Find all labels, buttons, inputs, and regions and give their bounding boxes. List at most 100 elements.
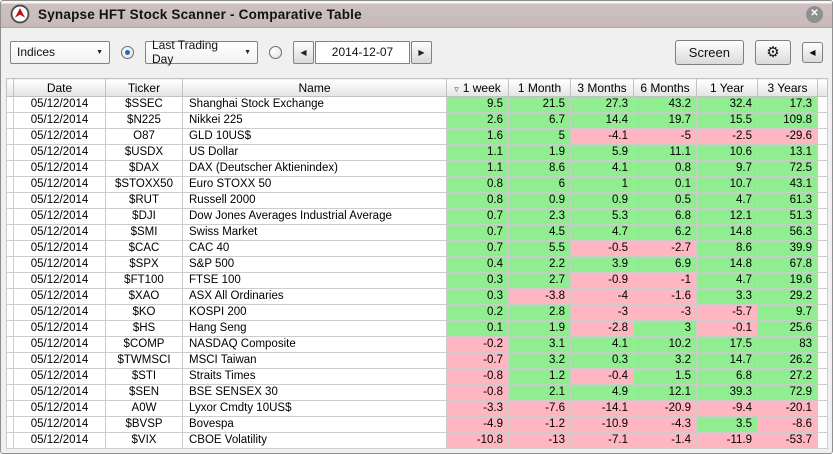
cell-ticker: $SSEC (105, 96, 183, 113)
table-row[interactable]: 05/12/2014 $DAX DAX (Deutscher Aktienind… (6, 160, 828, 177)
column-header-3years[interactable]: 3 Years (757, 78, 818, 97)
cell-value: 3.2 (508, 352, 571, 369)
column-header-6months[interactable]: 6 Months (633, 78, 697, 97)
cell-value: 0.3 (446, 288, 509, 305)
table-row[interactable]: 05/12/2014 $COMP NASDAQ Composite -0.2 3… (6, 336, 828, 353)
cell-value: -1.4 (633, 432, 697, 449)
cell-value: -3 (570, 304, 634, 321)
column-header-date[interactable]: Date (13, 78, 106, 97)
cell-value: 61.3 (757, 192, 818, 209)
cell-value: 2.6 (446, 112, 509, 129)
collapse-panel-icon[interactable]: ◀ (802, 41, 823, 63)
cell-ticker: $HS (105, 320, 183, 337)
row-spacer (6, 432, 14, 449)
cell-value: 5 (508, 128, 571, 145)
cell-value: -8.6 (757, 416, 818, 433)
close-icon[interactable]: ✕ (806, 5, 823, 23)
date-input[interactable] (315, 40, 410, 64)
screen-button[interactable]: Screen (674, 39, 744, 65)
column-header-1month[interactable]: 1 Month (508, 78, 571, 97)
specific-date-radio[interactable] (269, 45, 282, 59)
prev-date-button[interactable]: ◀ (293, 40, 314, 64)
table-row[interactable]: 05/12/2014 A0W Lyxor Cmdty 10US$ -3.3 -7… (6, 400, 828, 417)
cell-value: 0.8 (446, 176, 509, 193)
table-row[interactable]: 05/12/2014 $BVSP Bovespa -4.9 -1.2 -10.9… (6, 416, 828, 433)
row-filler (817, 368, 828, 385)
cell-value: -2.7 (633, 240, 697, 257)
last-trading-day-radio[interactable] (121, 45, 134, 59)
column-header-1week[interactable]: ▿ 1 week (446, 78, 509, 97)
row-spacer (6, 256, 14, 273)
cell-value: 0.7 (446, 240, 509, 257)
column-header-3months[interactable]: 3 Months (570, 78, 634, 97)
cell-value: 0.8 (633, 160, 697, 177)
cell-ticker: $SEN (105, 384, 183, 401)
cell-value: 0.1 (633, 176, 697, 193)
row-spacer (6, 224, 14, 241)
cell-value: -1.6 (633, 288, 697, 305)
cell-name: GLD 10US$ (182, 128, 447, 145)
table-row[interactable]: 05/12/2014 $N225 Nikkei 225 2.6 6.7 14.4… (6, 112, 828, 129)
cell-value: 0.7 (446, 224, 509, 241)
cell-value: 1.6 (446, 128, 509, 145)
row-spacer (6, 208, 14, 225)
cell-date: 05/12/2014 (13, 304, 106, 321)
title-bar: Synapse HFT Stock Scanner - Comparative … (1, 1, 832, 28)
table-row[interactable]: 05/12/2014 $RUT Russell 2000 0.8 0.9 0.9… (6, 192, 828, 209)
cell-value: 10.7 (696, 176, 758, 193)
cell-date: 05/12/2014 (13, 288, 106, 305)
table-row[interactable]: 05/12/2014 $VIX CBOE Volatility -10.8 -1… (6, 432, 828, 449)
category-dropdown-value: Indices (17, 45, 56, 59)
period-dropdown-value: Last Trading Day (152, 38, 219, 66)
table-row[interactable]: 05/12/2014 $FT100 FTSE 100 0.3 2.7 -0.9 … (6, 272, 828, 289)
cell-ticker: $DAX (105, 160, 183, 177)
cell-name: NASDAQ Composite (182, 336, 447, 353)
cell-ticker: $FT100 (105, 272, 183, 289)
table-row[interactable]: 05/12/2014 $XAO ASX All Ordinaries 0.3 -… (6, 288, 828, 305)
cell-value: 3.5 (696, 416, 758, 433)
cell-date: 05/12/2014 (13, 432, 106, 449)
table-row[interactable]: 05/12/2014 $SPX S&P 500 0.4 2.2 3.9 6.9 … (6, 256, 828, 273)
next-date-button[interactable]: ▶ (411, 40, 432, 64)
date-navigator: ◀ ▶ (293, 40, 432, 64)
column-header-1year[interactable]: 1 Year (696, 78, 758, 97)
table-row[interactable]: 05/12/2014 $TWMSCI MSCI Taiwan -0.7 3.2 … (6, 352, 828, 369)
cell-ticker: $USDX (105, 144, 183, 161)
cell-ticker: $STOXX50 (105, 176, 183, 193)
cell-value: -1.2 (508, 416, 571, 433)
row-spacer (6, 320, 14, 337)
cell-value: 17.3 (757, 96, 818, 113)
column-header-name[interactable]: Name (182, 78, 447, 97)
gear-icon[interactable]: ⚙ (755, 39, 791, 65)
row-filler (817, 208, 828, 225)
table-row[interactable]: 05/12/2014 $STI Straits Times -0.8 1.2 -… (6, 368, 828, 385)
cell-value: 4.7 (696, 272, 758, 289)
table-row[interactable]: 05/12/2014 $HS Hang Seng 0.1 1.9 -2.8 3 … (6, 320, 828, 337)
cell-value: -13 (508, 432, 571, 449)
cell-value: 1.1 (446, 160, 509, 177)
table-row[interactable]: 05/12/2014 $SMI Swiss Market 0.7 4.5 4.7… (6, 224, 828, 241)
table-row[interactable]: 05/12/2014 $USDX US Dollar 1.1 1.9 5.9 1… (6, 144, 828, 161)
cell-name: US Dollar (182, 144, 447, 161)
column-header-ticker[interactable]: Ticker (105, 78, 183, 97)
table-row[interactable]: 05/12/2014 $CAC CAC 40 0.7 5.5 -0.5 -2.7… (6, 240, 828, 257)
cell-value: 9.5 (446, 96, 509, 113)
table-row[interactable]: 05/12/2014 $SEN BSE SENSEX 30 -0.8 2.1 4… (6, 384, 828, 401)
cell-value: 2.3 (508, 208, 571, 225)
table-row[interactable]: 05/12/2014 $KO KOSPI 200 0.2 2.8 -3 -3 -… (6, 304, 828, 321)
cell-value: 12.1 (696, 208, 758, 225)
cell-value: 0.3 (446, 272, 509, 289)
cell-value: 25.6 (757, 320, 818, 337)
table-row[interactable]: 05/12/2014 $STOXX50 Euro STOXX 50 0.8 6 … (6, 176, 828, 193)
cell-value: 39.9 (757, 240, 818, 257)
cell-date: 05/12/2014 (13, 320, 106, 337)
table-row[interactable]: 05/12/2014 O87 GLD 10US$ 1.6 5 -4.1 -5 -… (6, 128, 828, 145)
table-row[interactable]: 05/12/2014 $SSEC Shanghai Stock Exchange… (6, 96, 828, 113)
cell-ticker: $N225 (105, 112, 183, 129)
cell-ticker: $BVSP (105, 416, 183, 433)
cell-value: 15.5 (696, 112, 758, 129)
period-dropdown[interactable]: Last Trading Day ▼ (145, 38, 258, 66)
cell-name: Swiss Market (182, 224, 447, 241)
category-dropdown[interactable]: Indices ▼ (10, 40, 110, 64)
table-row[interactable]: 05/12/2014 $DJI Dow Jones Averages Indus… (6, 208, 828, 225)
